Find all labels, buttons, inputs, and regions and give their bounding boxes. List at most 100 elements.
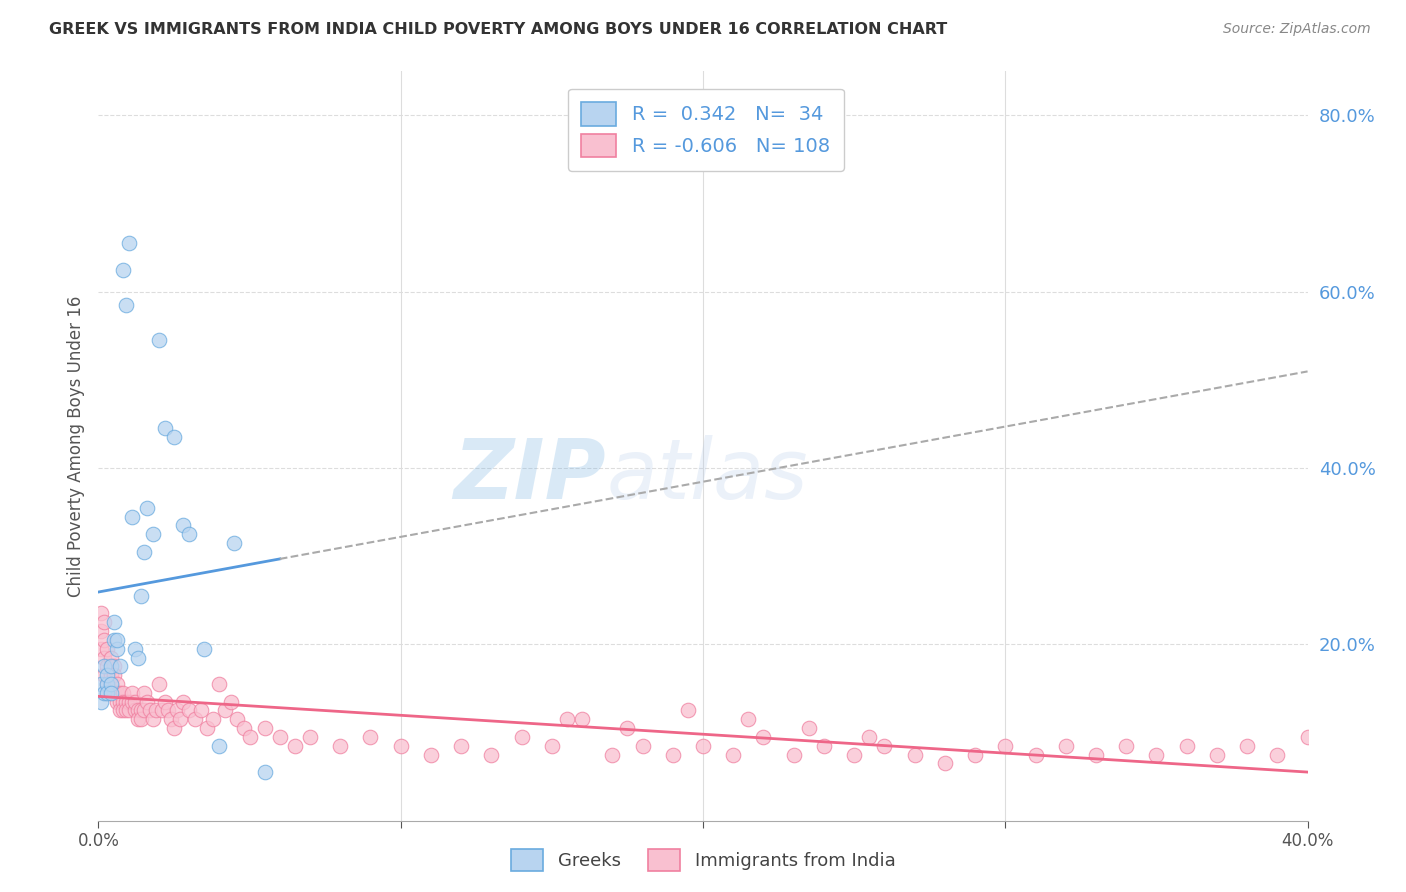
Point	[420, 747, 443, 762]
Point	[360, 730, 382, 744]
Point	[172, 518, 194, 533]
Point	[239, 730, 262, 744]
Point	[96, 668, 118, 682]
Point	[129, 589, 152, 603]
Point	[184, 712, 207, 726]
Point	[1236, 739, 1258, 753]
Point	[934, 756, 956, 771]
Point	[105, 677, 128, 691]
Point	[96, 677, 118, 691]
Legend: R =  0.342   N=  34, R = -0.606   N= 108: R = 0.342 N= 34, R = -0.606 N= 108	[568, 88, 844, 171]
Point	[1296, 730, 1319, 744]
Point	[93, 650, 115, 665]
Point	[1115, 739, 1137, 753]
Point	[132, 703, 155, 717]
Point	[103, 659, 125, 673]
Point	[510, 730, 533, 744]
Point	[797, 721, 820, 735]
Point	[160, 712, 183, 726]
Text: atlas: atlas	[606, 435, 808, 516]
Point	[93, 632, 115, 647]
Point	[148, 677, 170, 691]
Point	[96, 659, 118, 673]
Point	[555, 712, 578, 726]
Point	[221, 695, 243, 709]
Point	[166, 703, 188, 717]
Point	[1144, 747, 1167, 762]
Point	[96, 677, 118, 691]
Point	[269, 730, 291, 744]
Point	[103, 632, 125, 647]
Point	[121, 509, 143, 524]
Point	[111, 703, 134, 717]
Point	[127, 703, 149, 717]
Point	[118, 236, 141, 251]
Point	[389, 739, 412, 753]
Point	[129, 712, 152, 726]
Point	[540, 739, 562, 753]
Point	[904, 747, 927, 762]
Point	[132, 686, 155, 700]
Point	[150, 703, 173, 717]
Point	[873, 739, 896, 753]
Point	[329, 739, 352, 753]
Point	[124, 703, 146, 717]
Point	[135, 695, 157, 709]
Point	[114, 703, 136, 717]
Point	[111, 262, 134, 277]
Point	[90, 641, 112, 656]
Point	[179, 703, 201, 717]
Point	[783, 747, 806, 762]
Point	[844, 747, 866, 762]
Point	[100, 686, 122, 700]
Point	[96, 641, 118, 656]
Text: GREEK VS IMMIGRANTS FROM INDIA CHILD POVERTY AMONG BOYS UNDER 16 CORRELATION CHA: GREEK VS IMMIGRANTS FROM INDIA CHILD POV…	[49, 22, 948, 37]
Point	[1085, 747, 1108, 762]
Point	[752, 730, 775, 744]
Point	[124, 641, 146, 656]
Point	[692, 739, 714, 753]
Point	[208, 739, 231, 753]
Point	[284, 739, 307, 753]
Point	[994, 739, 1017, 753]
Point	[108, 703, 131, 717]
Point	[616, 721, 638, 735]
Point	[232, 721, 254, 735]
Point	[114, 298, 136, 312]
Legend: Greeks, Immigrants from India: Greeks, Immigrants from India	[503, 842, 903, 879]
Point	[965, 747, 987, 762]
Point	[142, 527, 165, 541]
Point	[631, 739, 654, 753]
Point	[224, 536, 246, 550]
Point	[121, 686, 143, 700]
Point	[100, 686, 122, 700]
Text: Source: ZipAtlas.com: Source: ZipAtlas.com	[1223, 22, 1371, 37]
Point	[1206, 747, 1229, 762]
Point	[156, 703, 179, 717]
Point	[105, 632, 128, 647]
Point	[124, 695, 146, 709]
Point	[96, 686, 118, 700]
Point	[114, 695, 136, 709]
Point	[813, 739, 835, 753]
Point	[103, 668, 125, 682]
Point	[1054, 739, 1077, 753]
Point	[195, 721, 218, 735]
Text: ZIP: ZIP	[454, 435, 606, 516]
Point	[135, 500, 157, 515]
Point	[100, 677, 122, 691]
Point	[105, 695, 128, 709]
Point	[96, 686, 118, 700]
Point	[163, 721, 186, 735]
Point	[90, 624, 112, 639]
Point	[108, 659, 131, 673]
Point	[169, 712, 191, 726]
Point	[858, 730, 880, 744]
Point	[105, 641, 128, 656]
Point	[723, 747, 745, 762]
Point	[450, 739, 472, 753]
Point	[163, 430, 186, 444]
Point	[737, 712, 759, 726]
Point	[193, 641, 215, 656]
Point	[179, 527, 201, 541]
